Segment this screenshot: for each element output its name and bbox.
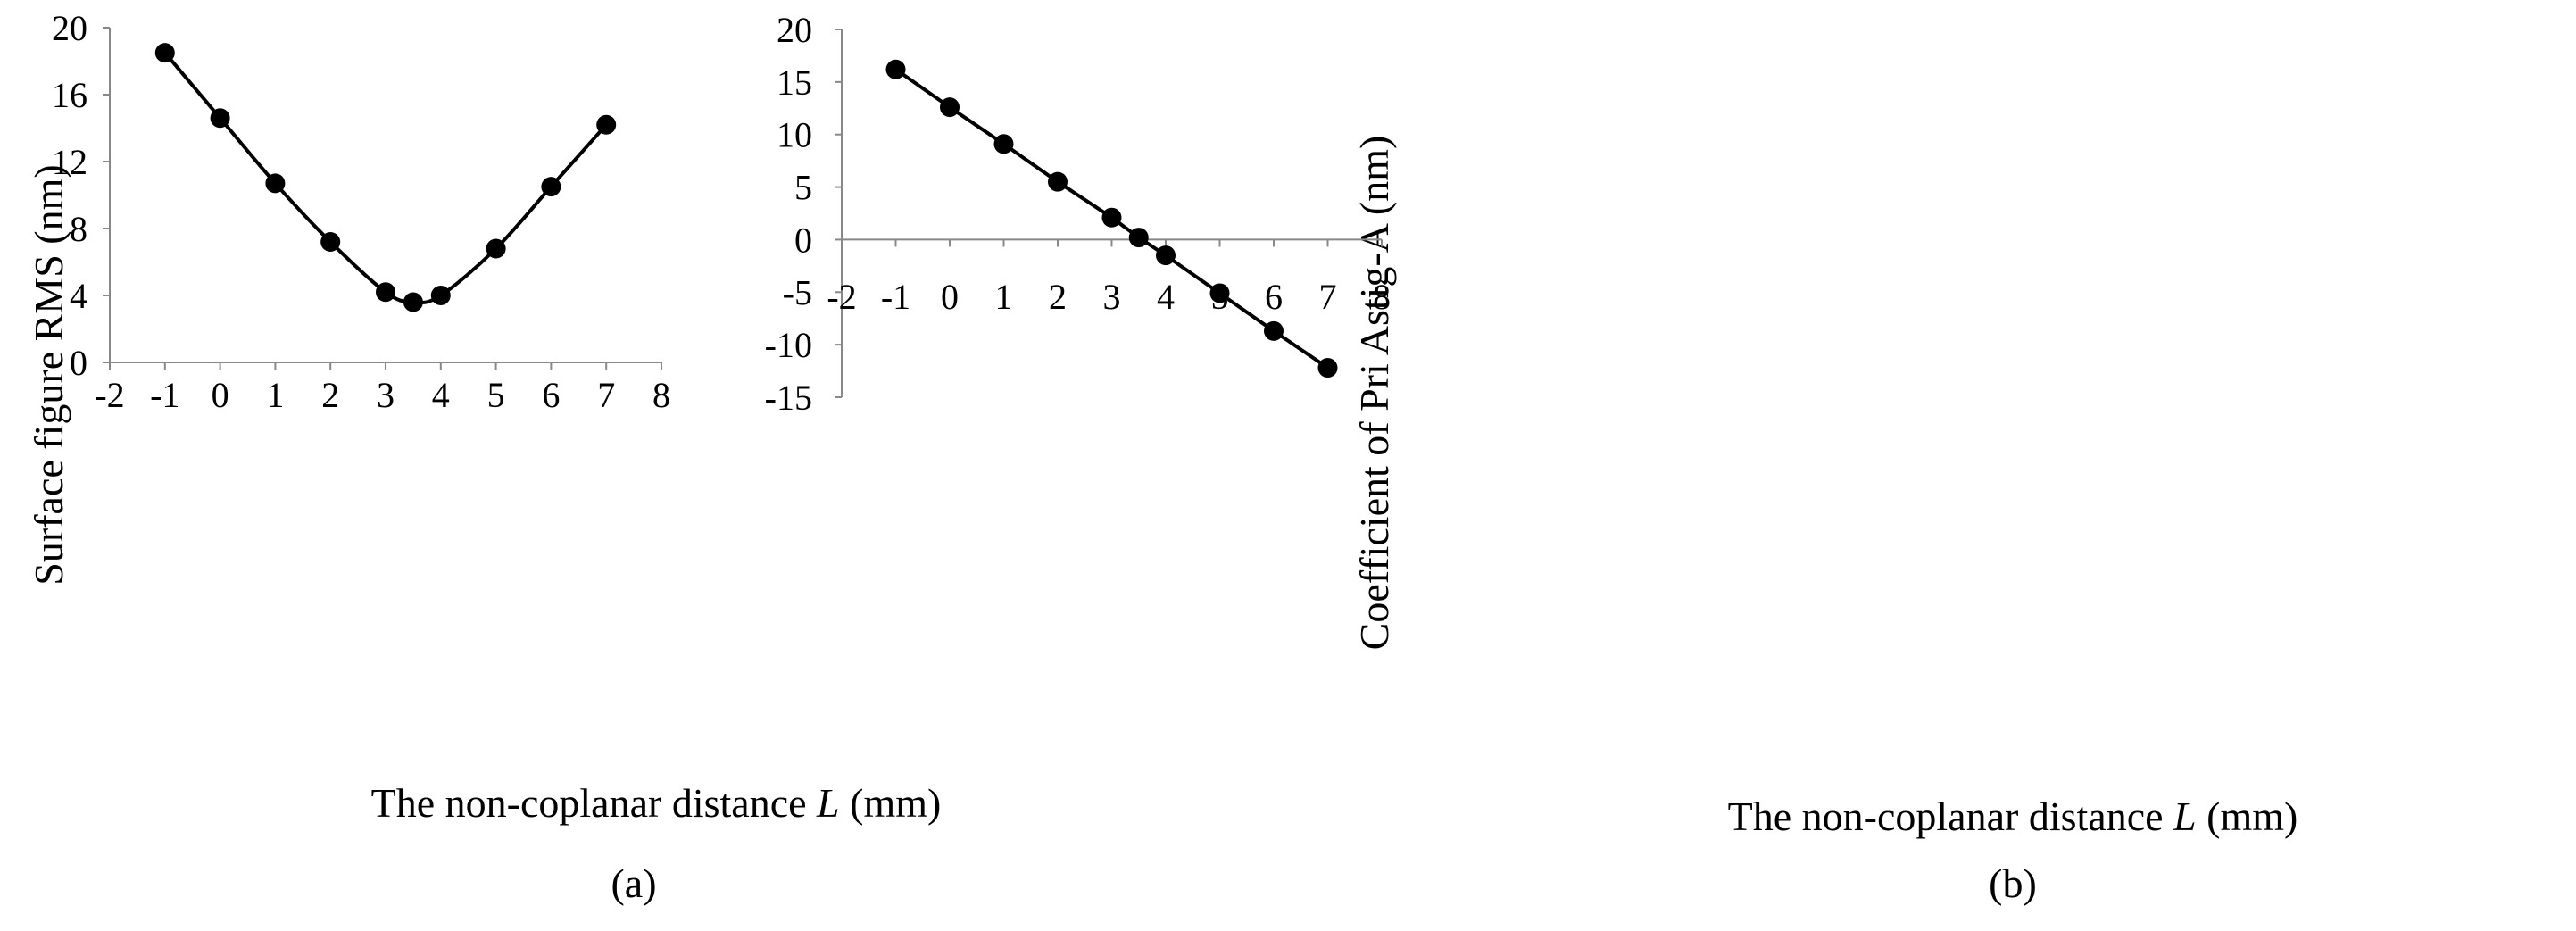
x-tick-label: 1 <box>266 375 284 415</box>
series-line <box>894 68 1329 370</box>
x-tick-label: 3 <box>377 375 395 415</box>
caption-b: (b) <box>1989 860 2037 906</box>
y-axis-label-b: Coefficient of Pri Astig-A (nm) <box>1351 136 1397 651</box>
x-tick-label: 2 <box>321 375 339 415</box>
caption-a: (a) <box>611 860 656 906</box>
x-tick-label: -2 <box>95 375 124 415</box>
data-point <box>940 97 960 118</box>
y-tick-label: -10 <box>765 325 812 365</box>
y-tick-label: -15 <box>765 378 812 418</box>
data-point <box>885 59 906 79</box>
y-tick-label: 10 <box>777 115 812 155</box>
data-point <box>320 232 341 252</box>
x-tick-label: 3 <box>1103 277 1121 317</box>
x-tick-label: -1 <box>881 277 910 317</box>
data-point <box>1156 245 1176 266</box>
data-point <box>1101 207 1122 228</box>
chart-panel-a: Surface figure RMS (nm) The non-coplanar… <box>26 8 941 906</box>
data-point <box>1128 228 1149 248</box>
data-point <box>541 177 561 197</box>
x-tick-label: 5 <box>487 375 505 415</box>
chart-panel-b: Coefficient of Pri Astig-A (nm) The non-… <box>765 10 2298 906</box>
data-point <box>154 43 175 63</box>
x-tick-label: -1 <box>150 375 179 415</box>
x-tick-label: 4 <box>432 375 450 415</box>
data-point <box>1264 320 1284 341</box>
x-tick-label: 0 <box>941 277 959 317</box>
x-tick-label: 7 <box>597 375 615 415</box>
y-tick-label: 8 <box>70 209 87 249</box>
x-tick-label: 0 <box>212 375 229 415</box>
series-line <box>163 51 608 305</box>
data-point <box>1209 283 1230 303</box>
data-point <box>210 108 230 129</box>
data-point <box>376 282 395 303</box>
y-tick-label: 15 <box>777 62 812 103</box>
x-tick-label: 8 <box>652 375 670 415</box>
x-tick-label: 6 <box>542 375 560 415</box>
y-tick-label: 5 <box>794 168 812 208</box>
y-tick-label: -5 <box>783 272 812 312</box>
x-tick-label: -2 <box>827 277 856 317</box>
ylabel-b: Coefficient of Pri Astig-A (nm) <box>1351 136 1397 651</box>
data-point <box>430 286 451 305</box>
y-tick-label: 0 <box>70 343 87 383</box>
data-point <box>403 292 423 312</box>
x-tick-label: 1 <box>995 277 1013 317</box>
y-tick-label: 20 <box>777 10 812 50</box>
x-tick-label: 2 <box>1049 277 1067 317</box>
x-tick-label: 8 <box>1373 277 1391 317</box>
x-axis-label-a: The non-coplanar distance L (mm) <box>371 780 942 826</box>
data-point <box>265 173 286 194</box>
ylabel-a: Surface figure RMS (nm) <box>26 164 71 585</box>
data-point <box>596 114 617 135</box>
y-tick-label: 0 <box>794 220 812 260</box>
data-point <box>1317 358 1338 378</box>
data-point <box>486 238 506 259</box>
x-tick-label: 7 <box>1319 277 1337 317</box>
x-axis-label-b: The non-coplanar distance L (mm) <box>1728 794 2298 839</box>
data-point <box>1048 171 1068 192</box>
x-tick-label: 4 <box>1157 277 1175 317</box>
x-tick-label: 6 <box>1265 277 1283 317</box>
y-tick-label: 12 <box>52 142 87 182</box>
y-tick-label: 4 <box>70 276 87 316</box>
y-axis-label-a: Surface figure RMS (nm) <box>26 164 71 585</box>
y-tick-label: 20 <box>52 8 87 48</box>
y-tick-label: 16 <box>52 75 87 115</box>
data-point <box>993 134 1014 154</box>
